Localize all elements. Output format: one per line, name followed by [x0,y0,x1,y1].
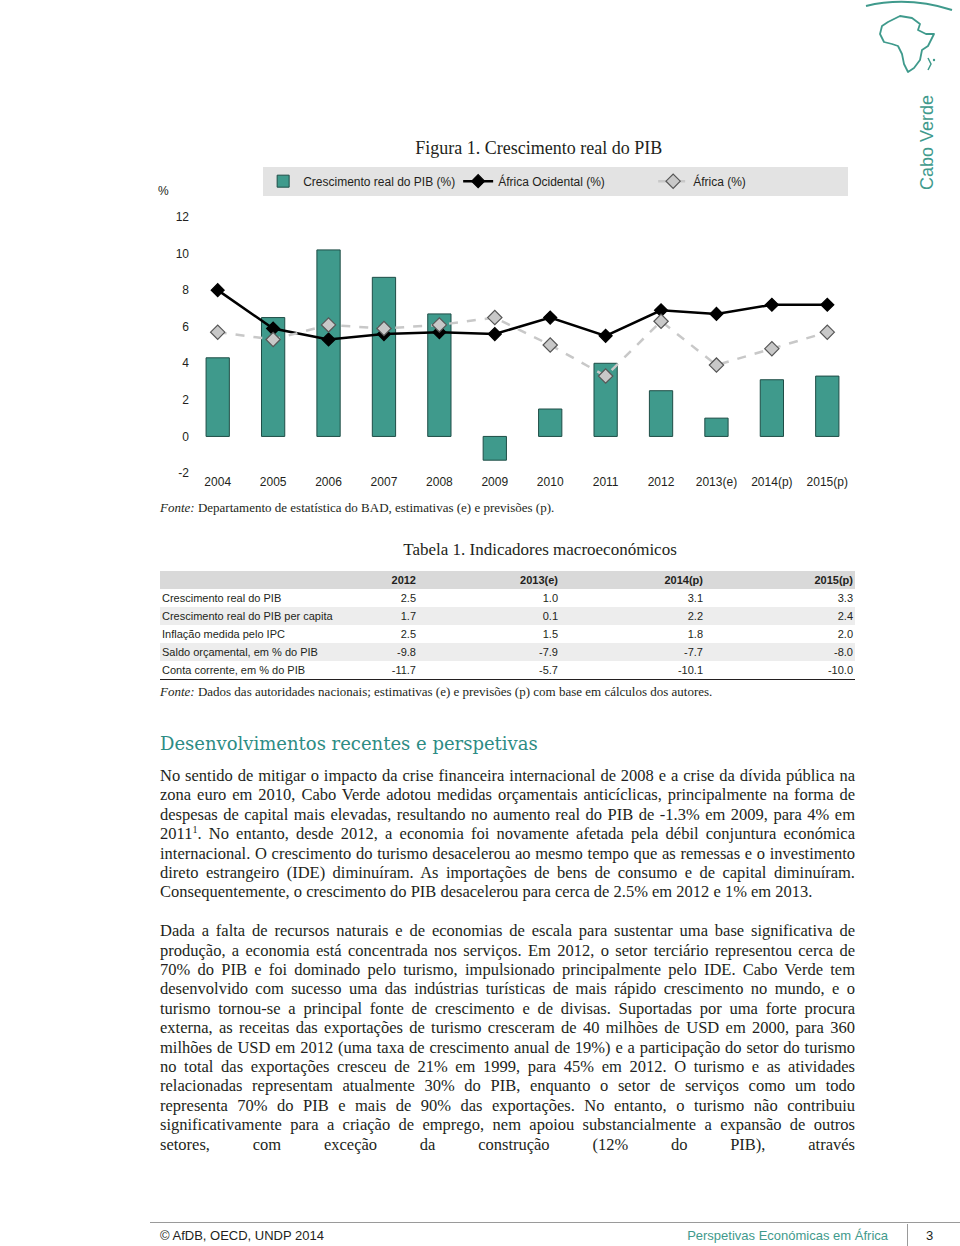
html-text:0.1: 0.1 [542,610,558,622]
html-text:2.2: 2.2 [687,610,703,622]
html-text:Crescimento real do PIB per ca: Crescimento real do PIB per capita [162,610,333,622]
html-text:-7.7: -7.7 [684,646,703,658]
html-text:Conta corrente, em % do PIB: Conta corrente, em % do PIB [162,664,306,676]
html-text:Crescimento real do PIB: Crescimento real do PIB [162,592,282,604]
html-text:© AfDB, OECD, UNDP 2014: © AfDB, OECD, UNDP 2014 [160,1228,324,1243]
svg-text:2011: 2011 [593,475,619,489]
svg-text:2006: 2006 [315,475,342,489]
html-text:3: 3 [926,1228,934,1243]
svg-text:12: 12 [176,210,190,224]
svg-text:10: 10 [176,247,190,261]
svg-text:2007: 2007 [371,475,398,489]
html-text:2.0: 2.0 [837,628,853,640]
html-text:Fonte: Departamento de estatís: Fonte: Departamento de estatística do BA… [160,500,555,515]
html-text:1.8: 1.8 [687,628,703,640]
html-text:-7.9: -7.9 [539,646,558,658]
html-text:-5.7: -5.7 [539,664,558,676]
html-text:3.3: 3.3 [837,592,853,604]
svg-text:6: 6 [182,320,189,334]
svg-text:2010: 2010 [537,475,564,489]
svg-text:%: % [158,184,169,198]
svg-text:8: 8 [182,283,189,297]
svg-text:4: 4 [182,356,189,370]
svg-text:África (%): África (%) [693,174,746,189]
svg-text:2012: 2012 [648,475,675,489]
html-text:-11.7: -11.7 [391,664,416,676]
html-text:Dada a falta de recursos natur: Dada a falta de recursos naturais e de e… [160,921,855,1154]
html-text:2.5: 2.5 [400,628,416,640]
svg-text:2: 2 [182,393,189,407]
svg-text:2005: 2005 [260,475,287,489]
html-text:2014(p): 2014(p) [664,574,703,586]
html-text:3.1: 3.1 [687,592,703,604]
html-text:Perspetivas Económicas em Áfri: Perspetivas Económicas em África [687,1228,888,1243]
svg-text:2009: 2009 [481,475,508,489]
svg-text:África Ocidental (%): África Ocidental (%) [498,174,605,189]
svg-text:0: 0 [182,430,189,444]
html-text:1.0: 1.0 [542,592,558,604]
html-text:-10.0: -10.0 [827,664,853,676]
html-text:1.7: 1.7 [400,610,416,622]
html-text:No sentido de mitigar o impact: No sentido de mitigar o impacto da crise… [160,766,855,902]
html-text:2.4: 2.4 [837,610,853,622]
svg-text:2015(p): 2015(p) [807,475,848,489]
svg-text:2004: 2004 [204,475,231,489]
html-text:-9.8: -9.8 [397,646,416,658]
html-text:-10.1: -10.1 [677,664,703,676]
svg-text:2013(e): 2013(e) [696,475,737,489]
html-text:2015(p): 2015(p) [814,574,853,586]
html-text:2012: 2012 [391,574,416,586]
html-text:Inflação medida pelo IPC: Inflação medida pelo IPC [162,628,285,640]
html-text:2013(e): 2013(e) [520,574,558,586]
svg-text:2014(p): 2014(p) [751,475,792,489]
svg-text:-2: -2 [178,466,189,480]
html-text:Desenvolvimentos recentes e pe: Desenvolvimentos recentes e perspetivas [160,733,538,754]
html-text:-8.0: -8.0 [834,646,853,658]
svg-text:2008: 2008 [426,475,453,489]
svg-text:Crescimento real do PIB (%): Crescimento real do PIB (%) [303,175,455,189]
html-text:Saldo orçamental, em % do PIB: Saldo orçamental, em % do PIB [162,646,318,658]
html-text:2.5: 2.5 [400,592,416,604]
html-text:Cabo Verde: Cabo Verde [916,95,937,190]
html-text:Tabela 1. Indicadores macroeco: Tabela 1. Indicadores macroeconómicos [403,540,677,559]
html-text:Fonte: Dados das autoridades n: Fonte: Dados das autoridades nacionais; … [160,684,713,699]
html-text:1.5: 1.5 [542,628,558,640]
svg-text:Figura 1. Crescimento real do: Figura 1. Crescimento real do PIB [415,138,662,158]
